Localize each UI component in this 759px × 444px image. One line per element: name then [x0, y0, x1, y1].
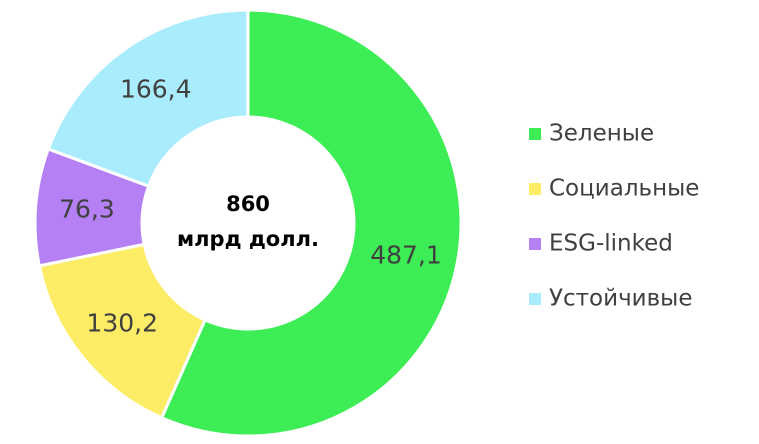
donut-segment [46, 8, 250, 189]
legend-swatch [529, 128, 541, 140]
legend-swatch [529, 238, 541, 250]
value-label: 76,3 [59, 195, 115, 224]
legend-swatch [529, 293, 541, 305]
legend-label: ESG-linked [549, 231, 673, 257]
donut-segment [159, 8, 463, 438]
legend-label: Зеленые [549, 121, 654, 147]
value-label: 130,2 [86, 308, 158, 337]
legend-label: Устойчивые [549, 286, 692, 312]
center-unit: млрд долл. [177, 227, 319, 251]
value-label: 487,1 [370, 240, 442, 269]
legend-swatch [529, 183, 541, 195]
donut-segment [37, 242, 208, 420]
center-total: 860 [226, 192, 270, 216]
value-label: 166,4 [120, 74, 192, 103]
legend-label: Социальные [549, 176, 699, 202]
